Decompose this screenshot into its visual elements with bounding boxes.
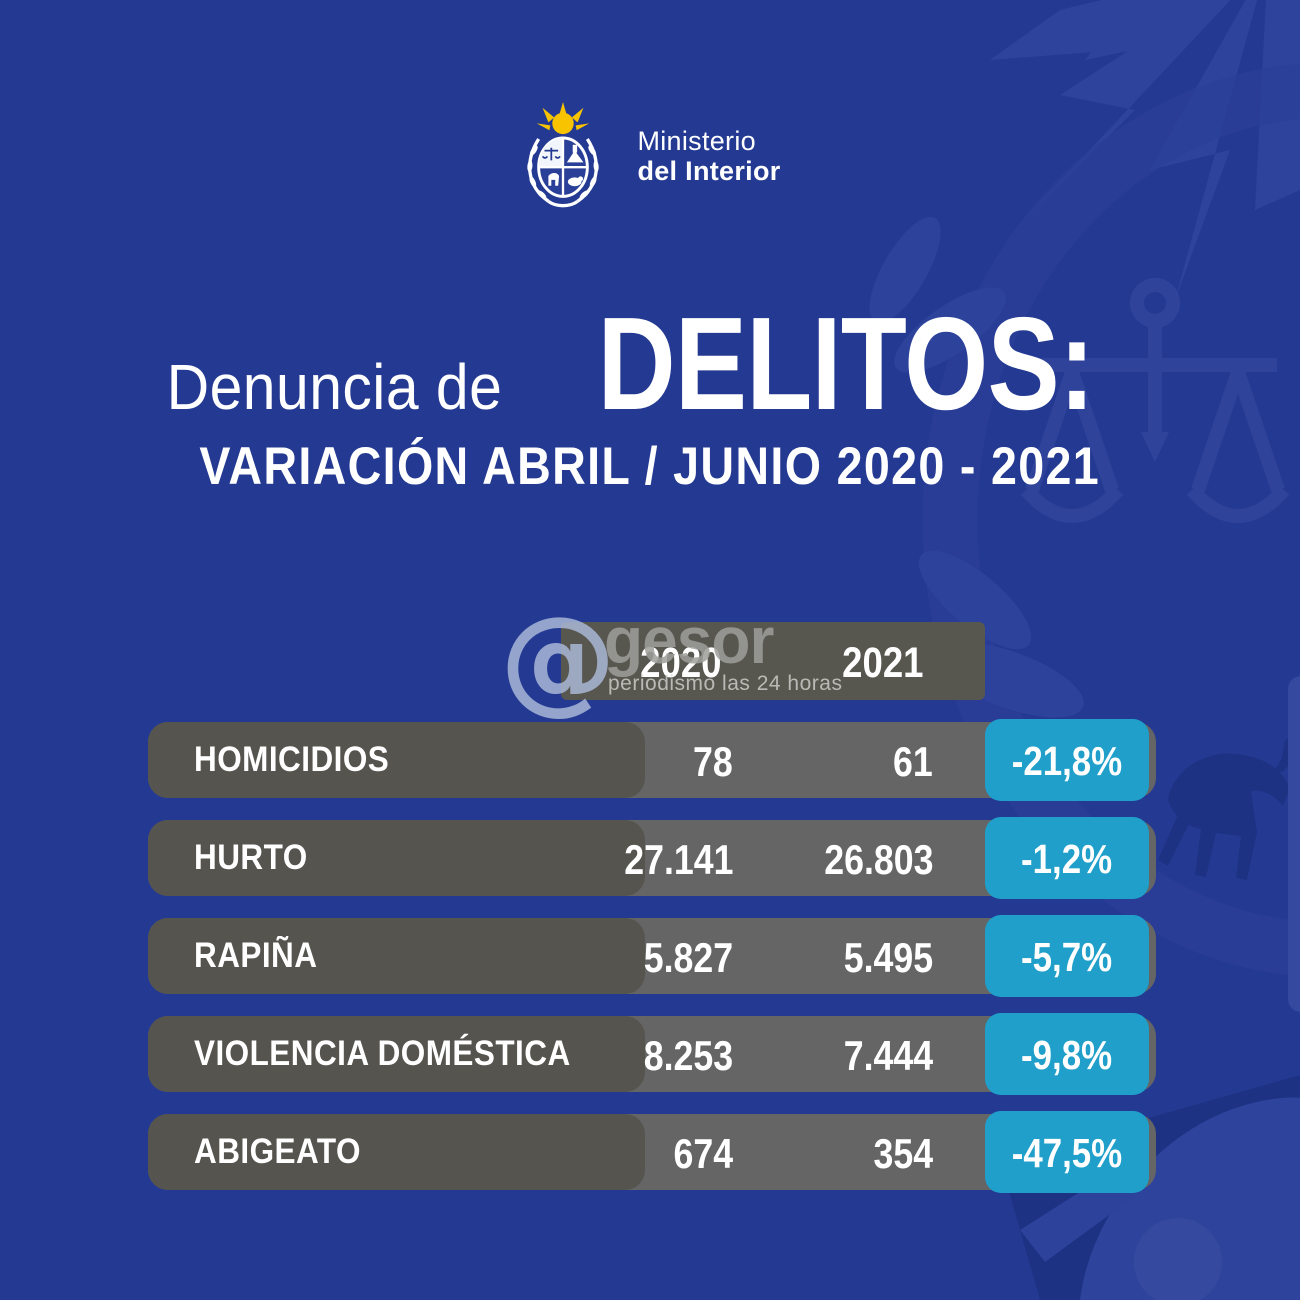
sun-icon xyxy=(537,101,590,135)
row-label-pill: RAPIÑA xyxy=(148,918,645,994)
change-badge: -9,8% xyxy=(985,1013,1149,1095)
value-2021: 61 xyxy=(893,738,933,785)
table-rows: HOMICIDIOS 78 61 -21,8% HURTO 27.141 26.… xyxy=(148,719,1156,1212)
scales-glyph xyxy=(542,147,562,161)
main-title: Denuncia de DELITOS: xyxy=(0,288,1300,439)
ministry-name-line2: del Interior xyxy=(637,156,781,186)
change-badge: -21,8% xyxy=(985,719,1149,801)
hill-fortress-glyph xyxy=(567,144,584,163)
table-row: RAPIÑA 5.827 5.495 -5,7% xyxy=(148,915,1156,997)
ox-glyph xyxy=(568,176,584,187)
row-label-pill: HURTO xyxy=(148,820,645,896)
value-2020: 8.253 xyxy=(643,1032,733,1079)
title-main: DELITOS: xyxy=(597,290,1094,437)
table-row: HURTO 27.141 26.803 -1,2% xyxy=(148,817,1156,899)
value-2021: 7.444 xyxy=(843,1032,933,1079)
value-2020: 674 xyxy=(673,1130,733,1177)
column-header-2020: 2020 xyxy=(640,639,722,687)
value-2021: 5.495 xyxy=(843,934,933,981)
value-2020: 27.141 xyxy=(623,836,733,883)
subtitle: VARIACIÓN ABRIL / JUNIO 2020 - 2021 xyxy=(199,437,1101,496)
value-2020: 5.827 xyxy=(643,934,733,981)
table-row: VIOLENCIA DOMÉSTICA 8.253 7.444 -9,8% xyxy=(148,1013,1156,1095)
title-prefix: Denuncia de xyxy=(166,351,503,423)
ministry-name: Ministerio del Interior xyxy=(637,126,780,186)
row-label-pill: ABIGEATO xyxy=(148,1114,645,1190)
change-badge: -1,2% xyxy=(985,817,1149,899)
change-badge: -47,5% xyxy=(985,1111,1149,1193)
uruguay-coat-of-arms-logo xyxy=(527,101,600,208)
right-edge-panel-decoration xyxy=(1288,676,1300,1012)
horse-glyph xyxy=(548,173,560,186)
table-row: ABIGEATO 674 354 -47,5% xyxy=(148,1111,1156,1193)
table-row: HOMICIDIOS 78 61 -21,8% xyxy=(148,719,1156,801)
change-badge: -5,7% xyxy=(985,915,1149,997)
wreath-circle-decoration xyxy=(922,63,1300,977)
scales-of-justice-decoration xyxy=(1020,278,1290,523)
table-header-bar: 2020 2021 xyxy=(561,622,985,700)
horse-decoration xyxy=(1158,730,1298,880)
row-label-pill: HOMICIDIOS xyxy=(148,722,645,798)
value-2021: 354 xyxy=(873,1130,933,1177)
wreath-leaves xyxy=(527,145,600,199)
shield xyxy=(537,136,590,198)
value-2021: 26.803 xyxy=(823,836,933,883)
ministry-logo-block: Ministerio del Interior xyxy=(0,100,1300,212)
ministry-name-line1: Ministerio xyxy=(637,125,756,156)
value-2020: 78 xyxy=(693,738,733,785)
row-label-pill: VIOLENCIA DOMÉSTICA xyxy=(148,1016,645,1092)
column-header-2021: 2021 xyxy=(842,639,924,687)
